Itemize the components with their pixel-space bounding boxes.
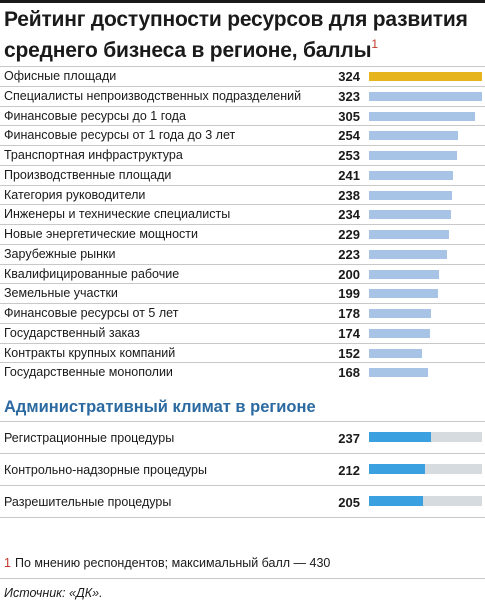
bar-row: Квалифицированные рабочие 200 (0, 263, 485, 284)
value-label: 174 (338, 325, 360, 341)
bar (369, 131, 458, 141)
category-label: Финансовые ресурсы от 5 лет (4, 306, 179, 320)
category-label: Инженеры и технические специалисты (4, 207, 231, 222)
bar (369, 151, 458, 160)
category-label: Производственные площади (4, 167, 172, 182)
bar-row: Финансовые ресурсы от 5 лет 178 (0, 303, 485, 323)
admin-bar-row: Разрешительные процедуры 205 (0, 485, 485, 517)
bar-row: Специалисты непроизводственных подраздел… (0, 85, 485, 106)
category-label: Государственный заказ (4, 325, 140, 340)
admin-bar-track (369, 464, 482, 474)
admin-bar (369, 496, 423, 506)
bar-row: Государственные монополии 168 (0, 362, 485, 382)
value-label: 241 (338, 167, 360, 183)
chart-title: Рейтинг доступности ресурсов для развити… (4, 8, 482, 63)
source-rule (0, 578, 485, 579)
admin-bar-row: Контрольно-надзорные процедуры 212 (0, 453, 485, 485)
bar-row: Финансовые ресурсы до 1 года 305 (0, 105, 485, 126)
bar (369, 269, 439, 279)
bar-row: Транспортная инфраструктура 253 (0, 145, 485, 165)
admin-bar-track (369, 432, 482, 442)
admin-section-title: Административный климат в регионе (4, 398, 316, 416)
bar-row: Инженеры и технические специалисты 234 (0, 204, 485, 224)
bar (369, 111, 476, 121)
bar (369, 170, 454, 180)
value-label: 238 (338, 187, 360, 203)
admin-climate-chart: Регистрационные процедуры 237 Контрольно-н… (0, 421, 485, 517)
bar-row: Офисные площади 324 (0, 66, 485, 86)
admin-category-label: Контрольно-надзорные процедуры (4, 463, 207, 477)
bar (369, 348, 422, 358)
bar-row: Зарубежные рынки 223 (0, 243, 485, 264)
bar (369, 190, 452, 200)
bar-row: Контракты крупных компаний 152 (0, 342, 485, 363)
bar (369, 230, 449, 239)
category-label: Транспортная инфраструктура (4, 148, 183, 162)
footnote-mark: 1 (4, 556, 11, 570)
category-label: Государственные монополии (4, 365, 173, 380)
admin-category-label: Регистрационные процедуры (4, 431, 175, 445)
category-label: Финансовые ресурсы от 1 года до 3 лет (4, 128, 236, 143)
bar-row: Финансовые ресурсы от 1 года до 3 лет 254 (0, 125, 485, 145)
value-label: 200 (338, 266, 360, 282)
category-label: Финансовые ресурсы до 1 года (4, 108, 186, 123)
value-label: 324 (338, 69, 360, 84)
value-label: 305 (338, 108, 360, 124)
value-label: 168 (338, 365, 360, 381)
value-label: 178 (338, 306, 360, 321)
resource-rating-chart: Офисные площади 324 Специалисты непроизвод… (0, 66, 485, 382)
value-label: 253 (338, 148, 360, 163)
admin-value-label: 212 (338, 463, 360, 478)
category-label: Специалисты непроизводственных подраздел… (4, 88, 302, 103)
category-label: Квалифицированные рабочие (4, 266, 180, 281)
bar (369, 309, 432, 318)
bar-row: Новые энергетические мощности 229 (0, 224, 485, 244)
bar (369, 289, 439, 299)
value-label: 229 (338, 227, 360, 242)
value-label: 254 (338, 128, 360, 144)
category-label: Зарубежные рынки (4, 246, 116, 261)
category-label: Офисные площади (4, 69, 117, 83)
bar-row: Земельные участки 199 (0, 283, 485, 303)
admin-bar-track (369, 496, 482, 506)
footnote: 1 По мнению респондентов; максимальный ба… (4, 556, 330, 570)
footnote-text: По мнению респондентов; максимальный бал… (14, 556, 331, 570)
category-label: Категория руководители (4, 187, 146, 202)
bar (369, 210, 451, 220)
value-label: 323 (338, 88, 360, 104)
admin-value-label: 205 (338, 495, 360, 510)
admin-bottom-rule (0, 517, 485, 518)
chart-title-text: Рейтинг доступности ресурсов для развити… (4, 8, 468, 62)
category-label: Контракты крупных компаний (4, 345, 176, 360)
title-footnote-mark: 1 (371, 37, 378, 51)
value-label: 199 (338, 286, 360, 302)
admin-value-label: 237 (338, 431, 360, 446)
bar-row: Производственные площади 241 (0, 164, 485, 185)
value-label: 223 (338, 246, 360, 262)
bar (369, 72, 482, 81)
admin-bar (369, 432, 432, 442)
bar (369, 249, 447, 259)
admin-bar (369, 464, 425, 474)
category-label: Новые энергетические мощности (4, 227, 198, 241)
admin-category-label: Разрешительные процедуры (4, 495, 172, 509)
value-label: 234 (338, 207, 360, 223)
category-label: Земельные участки (4, 286, 118, 301)
source-note: Источник: «ДК». (4, 586, 103, 600)
top-rule (0, 0, 485, 3)
value-label: 152 (338, 345, 360, 361)
bar (369, 91, 482, 101)
bar (369, 368, 428, 378)
bar-row: Категория руководители 238 (0, 184, 485, 205)
admin-bar-row: Регистрационные процедуры 237 (0, 421, 485, 453)
bar-row: Государственный заказ 174 (0, 322, 485, 343)
bar (369, 328, 430, 338)
